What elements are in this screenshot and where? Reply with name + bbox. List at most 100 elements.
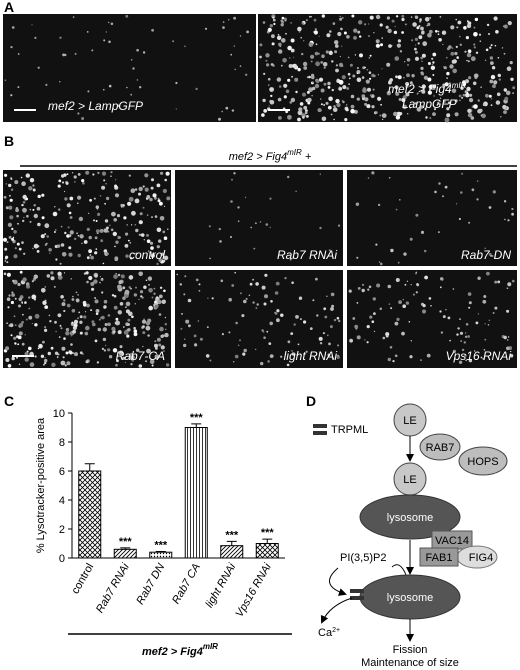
speckle — [269, 100, 275, 105]
speckle — [68, 252, 73, 257]
speckle — [372, 297, 376, 301]
speckle — [85, 360, 89, 364]
speckle — [250, 226, 253, 229]
speckle — [444, 185, 448, 189]
node-label: VAC14 — [435, 535, 469, 547]
speckle — [6, 272, 11, 277]
speckle — [368, 285, 372, 289]
speckle — [415, 272, 417, 275]
micrograph — [347, 170, 517, 266]
speckle — [385, 334, 389, 338]
speckle — [289, 57, 291, 59]
speckle — [183, 343, 187, 348]
panel-header: mef2 > Fig4mIR + — [229, 148, 312, 163]
speckle — [268, 105, 270, 107]
speckle — [273, 22, 276, 26]
speckle — [2, 237, 8, 242]
group-label: mef2 > Fig4mIR — [142, 642, 218, 658]
speckle — [261, 329, 264, 332]
speckle — [271, 42, 275, 46]
speckle — [460, 86, 464, 90]
speckle — [365, 79, 370, 84]
speckle — [483, 295, 487, 298]
speckle — [62, 181, 64, 184]
speckle — [495, 30, 499, 34]
speckle — [42, 340, 45, 344]
speckle — [72, 352, 75, 355]
speckle — [255, 348, 257, 350]
speckle — [99, 319, 101, 321]
speckle — [269, 24, 273, 28]
speckle — [379, 23, 383, 27]
speckle — [424, 275, 428, 280]
speckle — [302, 61, 308, 67]
speckle — [277, 97, 282, 102]
speckle — [368, 71, 372, 74]
speckle — [64, 231, 67, 235]
speckle — [387, 357, 391, 362]
speckle — [244, 196, 247, 199]
speckle — [97, 212, 101, 216]
speckle — [362, 66, 366, 70]
speckle — [145, 325, 151, 331]
node-label: Fission — [393, 644, 428, 656]
speckle — [323, 104, 325, 106]
speckle — [135, 228, 139, 233]
bar — [149, 551, 173, 559]
x-tick-label: Rab7 DN — [134, 561, 167, 606]
speckle — [89, 198, 92, 202]
speckle — [141, 326, 145, 329]
speckle — [493, 16, 498, 21]
speckle — [34, 36, 37, 40]
speckle — [18, 363, 21, 365]
speckle — [243, 299, 247, 304]
speckle — [333, 318, 337, 322]
speckle — [388, 79, 392, 83]
speckle — [304, 111, 308, 115]
speckle — [125, 306, 127, 308]
speckle — [114, 321, 118, 325]
speckle — [233, 45, 236, 47]
speckle — [381, 118, 384, 121]
speckle — [163, 350, 165, 352]
speckle — [278, 42, 282, 47]
speckle — [117, 284, 122, 290]
speckle — [59, 262, 62, 265]
speckle — [147, 276, 153, 281]
speckle — [461, 348, 465, 352]
speckle — [278, 116, 282, 120]
y-tick-label: 10 — [53, 408, 65, 420]
speckle — [8, 194, 11, 197]
speckle — [305, 350, 308, 353]
speckle — [156, 296, 159, 299]
speckle — [76, 298, 80, 303]
speckle — [62, 53, 65, 57]
speckle — [415, 291, 418, 294]
speckle — [48, 248, 52, 252]
speckle — [204, 27, 208, 30]
speckle — [73, 175, 77, 179]
speckle — [86, 256, 90, 260]
speckle — [31, 294, 37, 300]
speckle — [409, 107, 411, 109]
speckle — [269, 226, 271, 228]
speckle — [74, 237, 77, 240]
speckle — [291, 75, 294, 78]
y-axis-label: % Lysotracker-positive area — [35, 417, 47, 553]
image-label: light RNAi — [284, 349, 338, 363]
speckle — [446, 77, 448, 79]
x-tick-label: light RNAi — [204, 561, 239, 610]
speckle — [347, 56, 350, 59]
speckle — [14, 342, 17, 345]
channel-icon — [350, 589, 364, 593]
speckle — [466, 52, 472, 58]
speckle — [91, 320, 95, 324]
speckle — [491, 98, 493, 100]
speckle — [456, 333, 459, 336]
speckle — [486, 23, 490, 27]
speckle — [40, 354, 45, 358]
speckle — [127, 201, 132, 206]
speckle — [81, 179, 85, 183]
speckle — [101, 171, 107, 176]
speckle — [21, 342, 25, 346]
